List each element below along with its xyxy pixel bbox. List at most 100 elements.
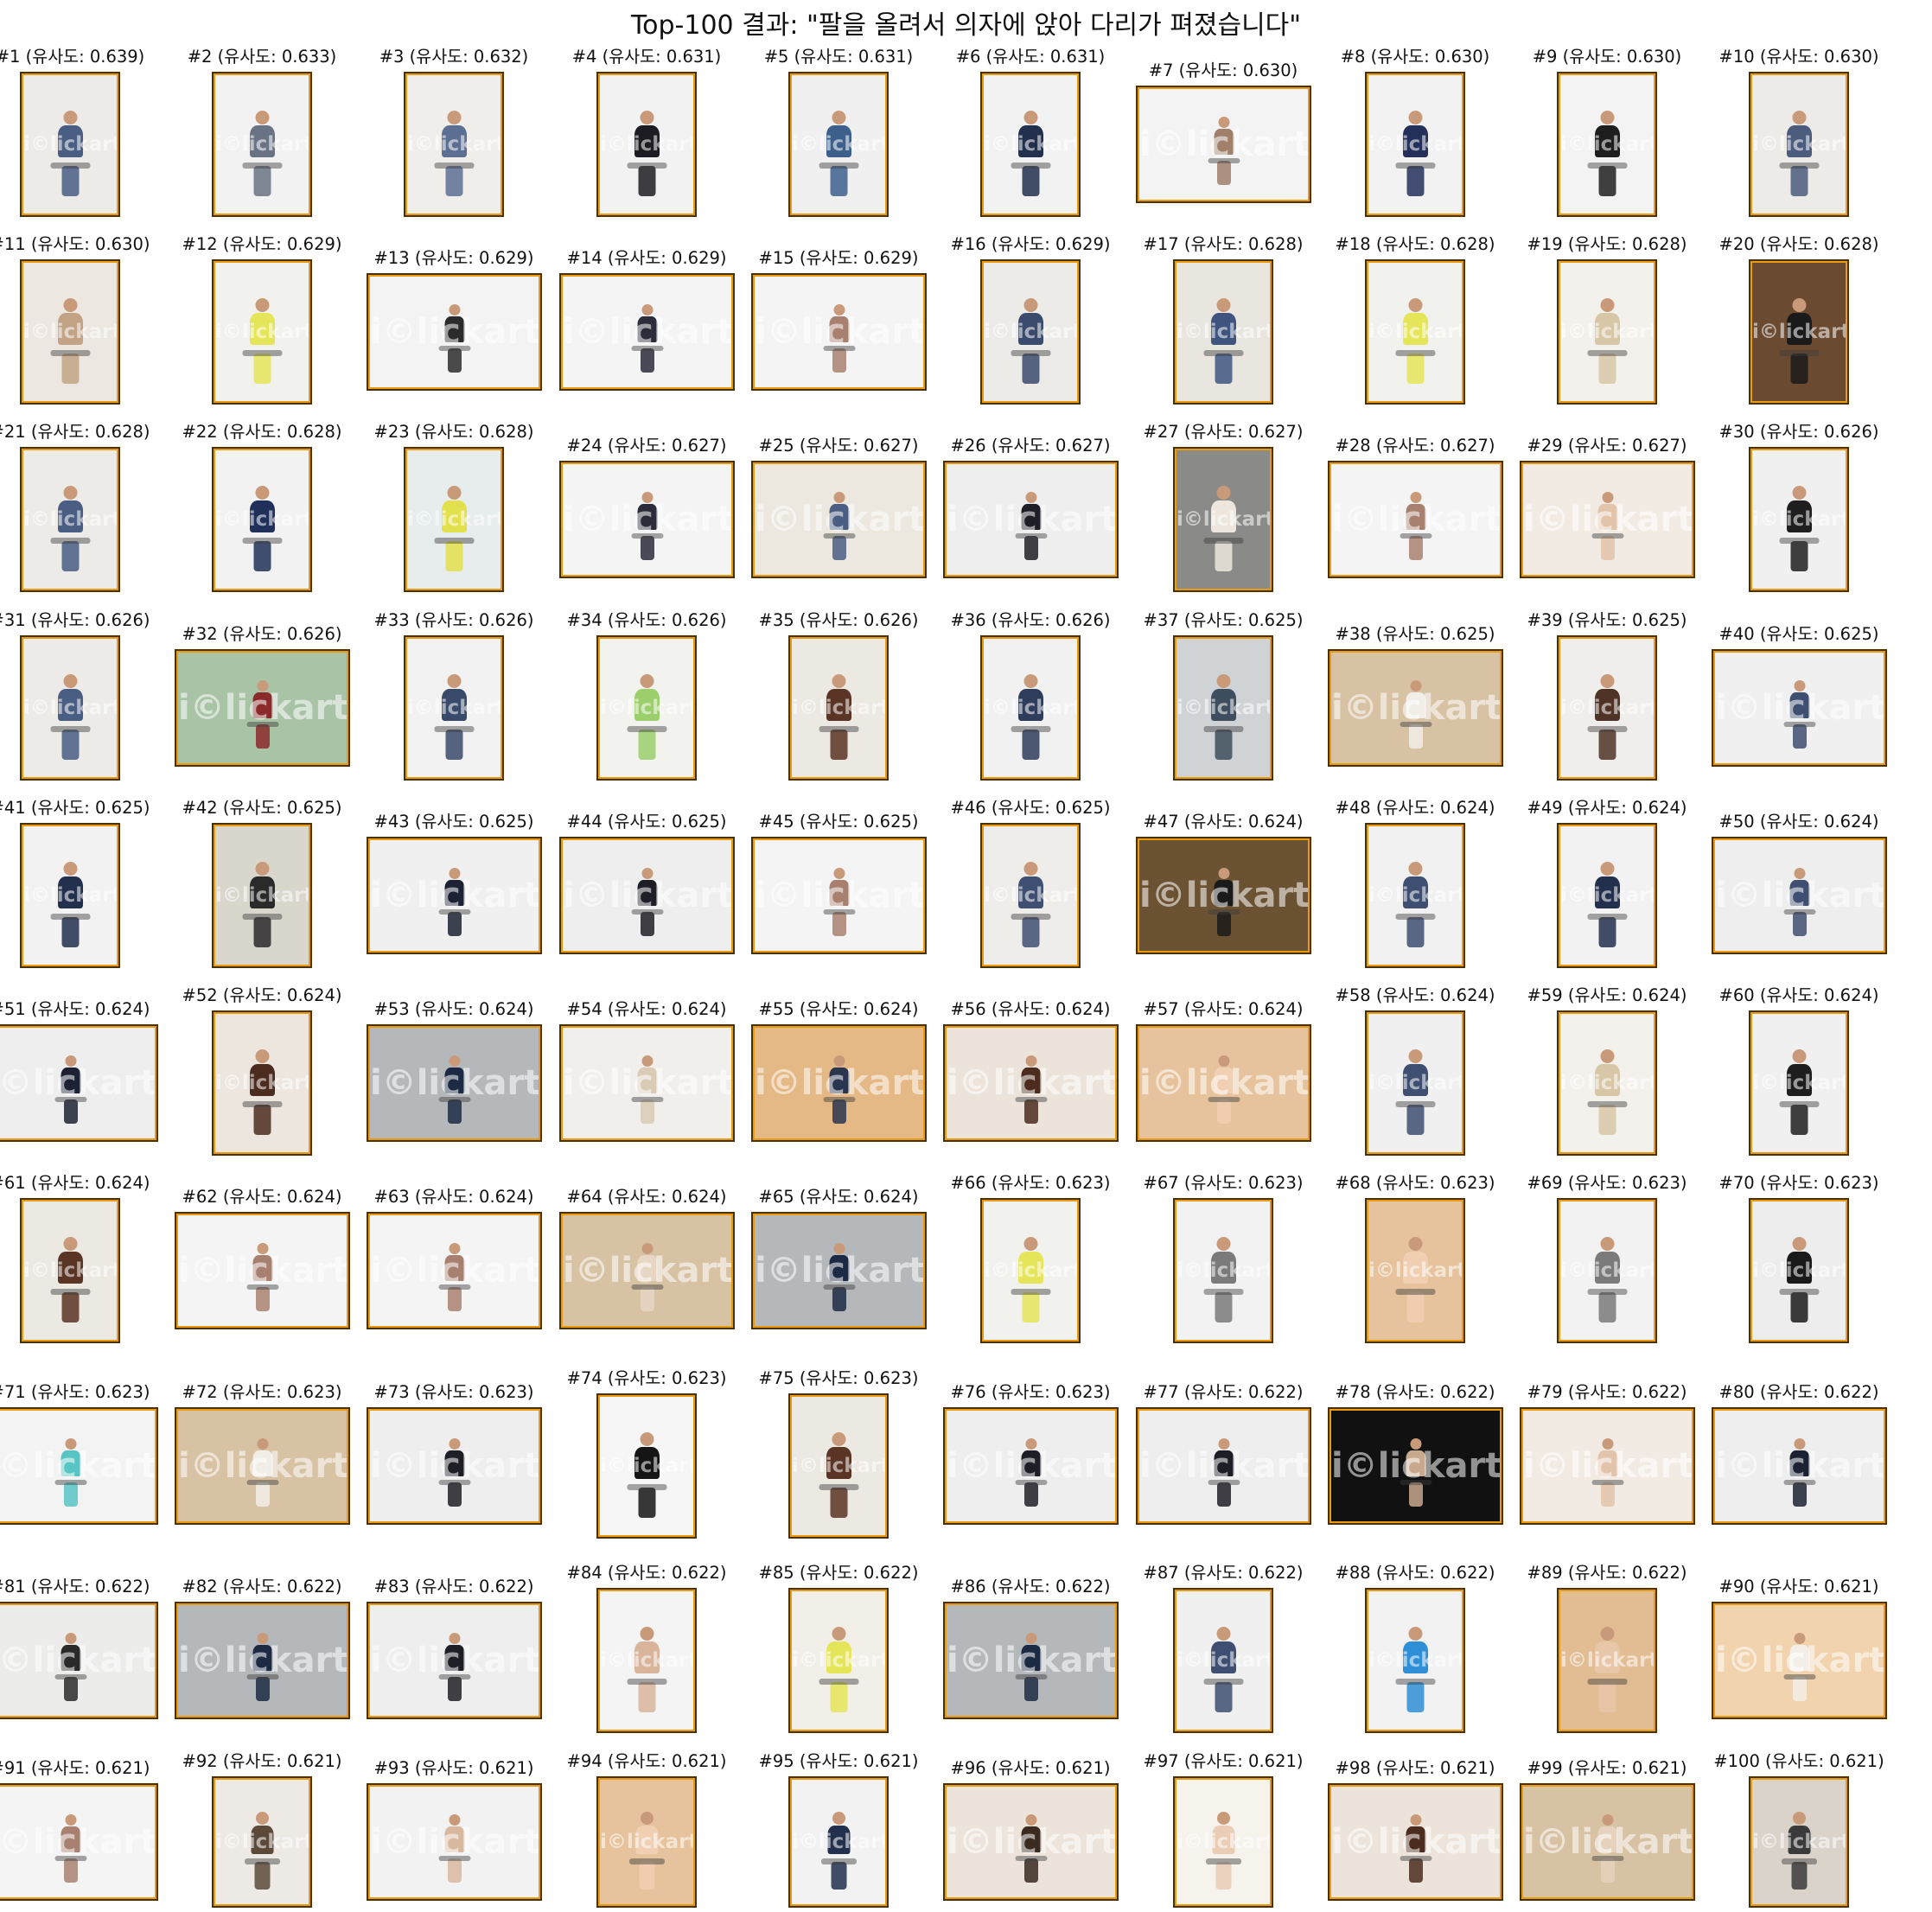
person-figure	[1583, 298, 1632, 387]
person-figure	[1775, 1237, 1824, 1326]
result-thumbnail: i©lickart	[367, 837, 542, 954]
result-caption: #82 (유사도: 0.622)	[182, 1577, 342, 1597]
result-caption: #89 (유사도: 0.622)	[1527, 1563, 1687, 1583]
watermark: i©lickart	[1176, 321, 1272, 343]
result-caption: #19 (유사도: 0.628)	[1527, 234, 1687, 254]
watermark: i©lickart	[178, 688, 349, 728]
result-thumbnail: i©lickart	[980, 823, 1081, 968]
result-thumbnail: i©lickart	[1557, 259, 1657, 405]
person-figure	[430, 486, 479, 575]
result-thumbnail: i©lickart	[404, 447, 504, 592]
person-figure	[1006, 674, 1055, 763]
watermark: i©lickart	[1715, 1446, 1886, 1486]
result-thumbnail: i©lickart	[367, 1783, 542, 1901]
person-figure	[46, 1237, 95, 1326]
result-thumbnail: i©lickart	[596, 1776, 697, 1908]
person-figure	[1391, 298, 1440, 387]
result-thumbnail: i©lickart	[367, 1024, 542, 1142]
person-figure	[435, 1243, 475, 1315]
result-thumbnail: i©lickart	[1365, 823, 1465, 968]
result-caption: #75 (유사도: 0.623)	[758, 1368, 919, 1388]
person-figure	[1391, 1049, 1440, 1138]
person-figure	[1775, 298, 1824, 387]
result-thumbnail: i©lickart	[596, 1588, 697, 1733]
person-figure	[814, 674, 864, 763]
result-caption: #21 (유사도: 0.628)	[0, 422, 150, 442]
result-caption: #9 (유사도: 0.630)	[1532, 47, 1682, 67]
result-thumbnail: i©lickart	[788, 1588, 889, 1733]
watermark: i©lickart	[370, 312, 541, 352]
result-caption: #77 (유사도: 0.622)	[1143, 1382, 1304, 1402]
result-caption: #30 (유사도: 0.626)	[1718, 422, 1879, 442]
result-thumbnail: i©lickart	[175, 649, 350, 767]
person-figure	[435, 1438, 475, 1510]
result-thumbnail: i©lickart	[1136, 837, 1311, 954]
result-caption: #14 (유사도: 0.629)	[566, 248, 727, 268]
watermark: i©lickart	[1752, 133, 1848, 156]
result-caption: #2 (유사도: 0.633)	[187, 47, 337, 67]
result-thumbnail: i©lickart	[559, 273, 735, 391]
watermark: i©lickart	[1368, 133, 1464, 156]
person-figure	[1006, 111, 1055, 200]
result-caption: #52 (유사도: 0.624)	[182, 985, 342, 1005]
result-caption: #7 (유사도: 0.630)	[1148, 61, 1298, 80]
result-caption: #73 (유사도: 0.623)	[373, 1382, 534, 1402]
person-figure	[243, 680, 283, 752]
result-thumbnail: i©lickart	[1328, 649, 1503, 767]
watermark: i©lickart	[370, 1446, 541, 1486]
watermark: i©lickart	[984, 884, 1080, 907]
watermark: i©lickart	[792, 697, 888, 719]
result-caption: #33 (유사도: 0.626)	[373, 610, 534, 630]
watermark: i©lickart	[1752, 508, 1848, 531]
result-caption: #13 (유사도: 0.629)	[373, 248, 534, 268]
result-thumbnail: i©lickart	[1557, 635, 1657, 781]
result-thumbnail: i©lickart	[1328, 1407, 1503, 1525]
person-figure	[1204, 1055, 1244, 1127]
result-thumbnail: i©lickart	[404, 635, 504, 781]
result-caption: #91 (유사도: 0.621)	[0, 1758, 150, 1778]
person-figure	[435, 1055, 475, 1127]
result-thumbnail: i©lickart	[1557, 1588, 1657, 1733]
watermark: i©lickart	[947, 500, 1118, 539]
watermark: i©lickart	[563, 876, 734, 915]
result-thumbnail: i©lickart	[0, 1783, 158, 1901]
watermark: i©lickart	[1752, 1831, 1848, 1853]
watermark: i©lickart	[1139, 876, 1310, 915]
result-thumbnail: i©lickart	[20, 447, 120, 592]
watermark: i©lickart	[1752, 1072, 1848, 1094]
result-caption: #43 (유사도: 0.625)	[373, 812, 534, 832]
result-caption: #96 (유사도: 0.621)	[950, 1758, 1111, 1778]
result-thumbnail: i©lickart	[751, 1024, 927, 1142]
watermark: i©lickart	[407, 508, 503, 531]
watermark: i©lickart	[1752, 321, 1848, 343]
result-thumbnail: i©lickart	[20, 635, 120, 781]
person-figure	[1775, 486, 1824, 575]
person-figure	[1199, 674, 1248, 763]
watermark: i©lickart	[600, 1455, 696, 1477]
result-thumbnail: i©lickart	[1173, 259, 1273, 405]
page-title: Top-100 결과: "팔을 올려서 의자에 앉아 다리가 펴졌습니다"	[630, 10, 1302, 41]
person-figure	[238, 862, 287, 951]
person-figure	[1583, 1049, 1632, 1138]
watermark: i©lickart	[23, 884, 119, 907]
result-thumbnail: i©lickart	[596, 635, 697, 781]
watermark: i©lickart	[215, 321, 311, 343]
result-caption: #97 (유사도: 0.621)	[1143, 1751, 1304, 1771]
result-thumbnail: i©lickart	[559, 1212, 735, 1329]
watermark: i©lickart	[1176, 1649, 1272, 1672]
result-caption: #44 (유사도: 0.625)	[566, 812, 727, 832]
result-caption: #72 (유사도: 0.623)	[182, 1382, 342, 1402]
result-caption: #47 (유사도: 0.624)	[1143, 812, 1304, 832]
result-thumbnail: i©lickart	[1520, 461, 1695, 578]
result-thumbnail: i©lickart	[1712, 1602, 1887, 1719]
person-figure	[622, 674, 672, 763]
person-figure	[1396, 492, 1436, 564]
person-figure	[628, 304, 667, 376]
result-thumbnail: i©lickart	[367, 1212, 542, 1329]
result-caption: #78 (유사도: 0.622)	[1335, 1382, 1495, 1402]
result-caption: #35 (유사도: 0.626)	[758, 610, 919, 630]
watermark: i©lickart	[1560, 1259, 1656, 1282]
result-thumbnail: i©lickart	[980, 635, 1081, 781]
person-figure	[1202, 1811, 1246, 1892]
result-thumbnail: i©lickart	[1136, 1024, 1311, 1142]
